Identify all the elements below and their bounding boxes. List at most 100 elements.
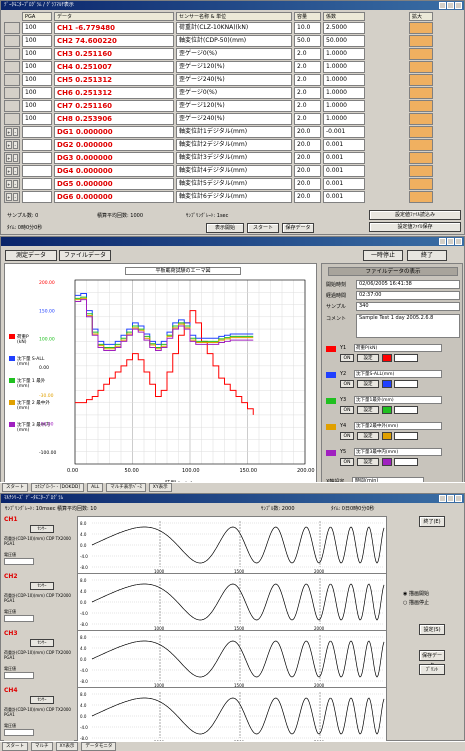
taskbar-item[interactable]: XY表示 [148,483,172,492]
channel-style-select[interactable] [394,432,418,440]
sensor-cell[interactable]: 軸変位計(CDP-50)(mm) [176,35,292,47]
stepper-up[interactable]: + [6,193,12,201]
minimize-icon[interactable] [439,238,446,245]
zoom-cell[interactable] [409,48,433,60]
capacity-cell[interactable]: 20.0 [294,139,321,151]
tab-measure-data[interactable]: 測定データ [5,250,57,261]
close-icon[interactable] [455,238,462,245]
channel-scale-select[interactable] [4,729,34,736]
zoom-cell[interactable] [409,22,433,34]
sensor-cell[interactable]: 歪ゲージ0(%) [176,48,292,60]
channel-name-field[interactable]: 沈下量1最外(mm) [354,396,442,404]
pga-cell[interactable]: 100 [22,113,52,125]
sensor-cell[interactable]: 歪ゲージ120(%) [176,100,292,112]
channel-color-select[interactable] [382,380,392,388]
pga-cell[interactable] [22,178,52,190]
sensor-button[interactable]: ｾﾝｻｰ [30,525,54,533]
pga-cell[interactable]: 100 [22,22,52,34]
taskbar-item[interactable]: マルチ [31,742,53,751]
pga-cell[interactable]: 100 [22,100,52,112]
load-settings-button[interactable]: 設定値ﾌｧｲﾙ読込み [369,210,461,220]
coefficient-cell[interactable]: 1.0000 [323,61,365,73]
sensor-button[interactable]: ｾﾝｻｰ [30,639,54,647]
pga-cell[interactable]: 100 [22,35,52,47]
sensor-cell[interactable]: 軸変位計5デジタル(mm) [176,178,292,190]
stepper[interactable]: + - [4,152,20,164]
zoom-cell[interactable] [409,152,433,164]
stepper-down[interactable]: - [12,128,18,136]
zoom-cell[interactable] [409,139,433,151]
channel-setting-button[interactable]: 設定 [357,354,379,362]
stepper[interactable]: + - [4,191,20,203]
start-button[interactable]: スタート [247,223,279,233]
channel-style-select[interactable] [394,406,418,414]
sensor-cell[interactable]: 歪ゲージ240(%) [176,113,292,125]
coefficient-cell[interactable]: 1.0000 [323,113,365,125]
channel-style-select[interactable] [394,458,418,466]
radio-draw-stop[interactable]: ○ 描画停止 [403,600,429,606]
close-icon[interactable] [455,495,462,502]
coefficient-cell[interactable]: 1.0000 [323,48,365,60]
channel-name-field[interactable]: 沈下量2最中外(mm) [354,422,442,430]
capacity-cell[interactable]: 20.0 [294,126,321,138]
end-button[interactable]: 終了 [407,250,447,261]
stepper-down[interactable]: - [12,180,18,188]
coefficient-cell[interactable]: 0.001 [323,165,365,177]
settings-button[interactable]: 設定(S) [419,624,445,635]
maximize-icon[interactable] [447,238,454,245]
coefficient-cell[interactable]: 0.001 [323,191,365,203]
taskbar-item[interactable]: マルチ表示ﾍﾞｰｽ [106,483,146,492]
channel-scale-select[interactable] [4,615,34,622]
capacity-cell[interactable]: 2.0 [294,113,321,125]
taskbar-item[interactable]: スタート [2,742,28,751]
sensor-cell[interactable]: 軸変位計4デジタル(mm) [176,165,292,177]
zoom-cell[interactable] [409,126,433,138]
capacity-cell[interactable]: 2.0 [294,61,321,73]
comment-field[interactable]: Sample Test 1 day 2005.2.6.8 [356,314,460,338]
coefficient-cell[interactable]: 1.0000 [323,74,365,86]
sensor-button[interactable]: ｾﾝｻｰ [30,582,54,590]
capacity-cell[interactable]: 20.0 [294,165,321,177]
channel-name-field[interactable]: 荷重P(kN) [354,344,442,352]
channel-on-button[interactable]: ON [340,458,354,466]
channel-name-field[interactable]: 沈下量S-ALL(mm) [354,370,442,378]
capacity-cell[interactable]: 2.0 [294,100,321,112]
stepper[interactable]: + - [4,165,20,177]
channel-setting-button[interactable]: 設定 [357,458,379,466]
pga-cell[interactable] [22,191,52,203]
channel-color-select[interactable] [382,406,392,414]
channel-style-select[interactable] [394,380,418,388]
channel-style-select[interactable] [394,354,418,362]
pga-cell[interactable] [22,165,52,177]
zoom-cell[interactable] [409,113,433,125]
stepper-up[interactable]: + [6,141,12,149]
capacity-cell[interactable]: 2.0 [294,87,321,99]
stepper[interactable]: + - [4,126,20,138]
coefficient-cell[interactable]: 2.5000 [323,22,365,34]
coefficient-cell[interactable]: 1.0000 [323,87,365,99]
pga-cell[interactable]: 100 [22,74,52,86]
stepper[interactable]: + - [4,178,20,190]
save-data-button[interactable]: 保存データ [419,650,445,669]
capacity-cell[interactable]: 20.0 [294,152,321,164]
sensor-cell[interactable]: 軸変位計6デジタル(mm) [176,191,292,203]
pga-cell[interactable] [22,139,52,151]
channel-setting-button[interactable]: 設定 [357,380,379,388]
channel-setting-button[interactable]: 設定 [357,432,379,440]
pga-cell[interactable]: 100 [22,61,52,73]
end-button[interactable]: 終了(E) [419,516,445,527]
maximize-icon[interactable] [447,495,454,502]
channel-color-select[interactable] [382,432,392,440]
capacity-cell[interactable]: 10.0 [294,22,321,34]
sensor-cell[interactable]: 軸変位計3デジタル(mm) [176,152,292,164]
maximize-icon[interactable] [447,2,454,9]
zoom-cell[interactable] [409,191,433,203]
sensor-cell[interactable]: 軸変位計1デジタル(mm) [176,126,292,138]
capacity-cell[interactable]: 2.0 [294,48,321,60]
pga-cell[interactable]: 100 [22,87,52,99]
zoom-cell[interactable] [409,178,433,190]
sensor-cell[interactable]: 荷重計(CLZ-10KNA)(kN) [176,22,292,34]
coefficient-cell[interactable]: 0.001 [323,178,365,190]
stepper-up[interactable]: + [6,167,12,175]
stepper-down[interactable]: - [12,141,18,149]
